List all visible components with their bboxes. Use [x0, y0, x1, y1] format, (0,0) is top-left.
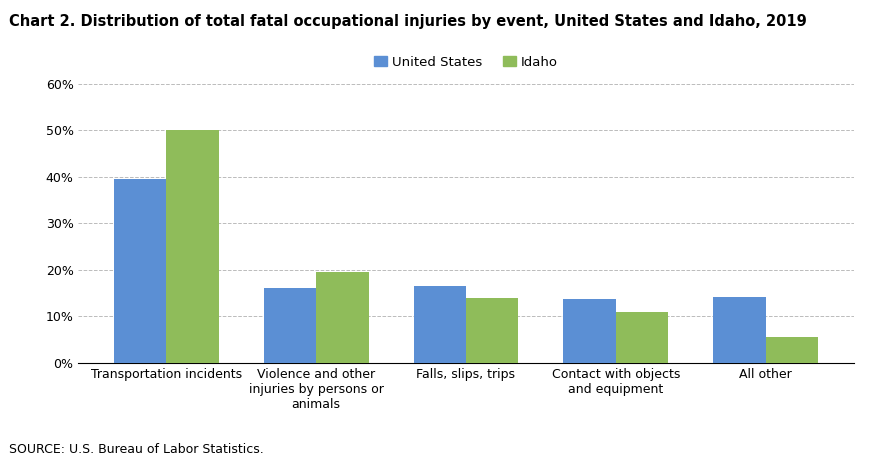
- Bar: [166, 130, 219, 363]
- Bar: [414, 286, 466, 363]
- Legend: United States, Idaho: United States, Idaho: [368, 51, 564, 74]
- Bar: [564, 299, 616, 363]
- Bar: [616, 312, 668, 363]
- Bar: [113, 179, 166, 363]
- Text: SOURCE: U.S. Bureau of Labor Statistics.: SOURCE: U.S. Bureau of Labor Statistics.: [9, 443, 263, 456]
- Bar: [264, 288, 316, 363]
- Bar: [316, 272, 368, 363]
- Text: Chart 2. Distribution of total fatal occupational injuries by event, United Stat: Chart 2. Distribution of total fatal occ…: [9, 14, 807, 29]
- Bar: [713, 297, 766, 363]
- Bar: [466, 298, 518, 363]
- Bar: [766, 337, 819, 363]
